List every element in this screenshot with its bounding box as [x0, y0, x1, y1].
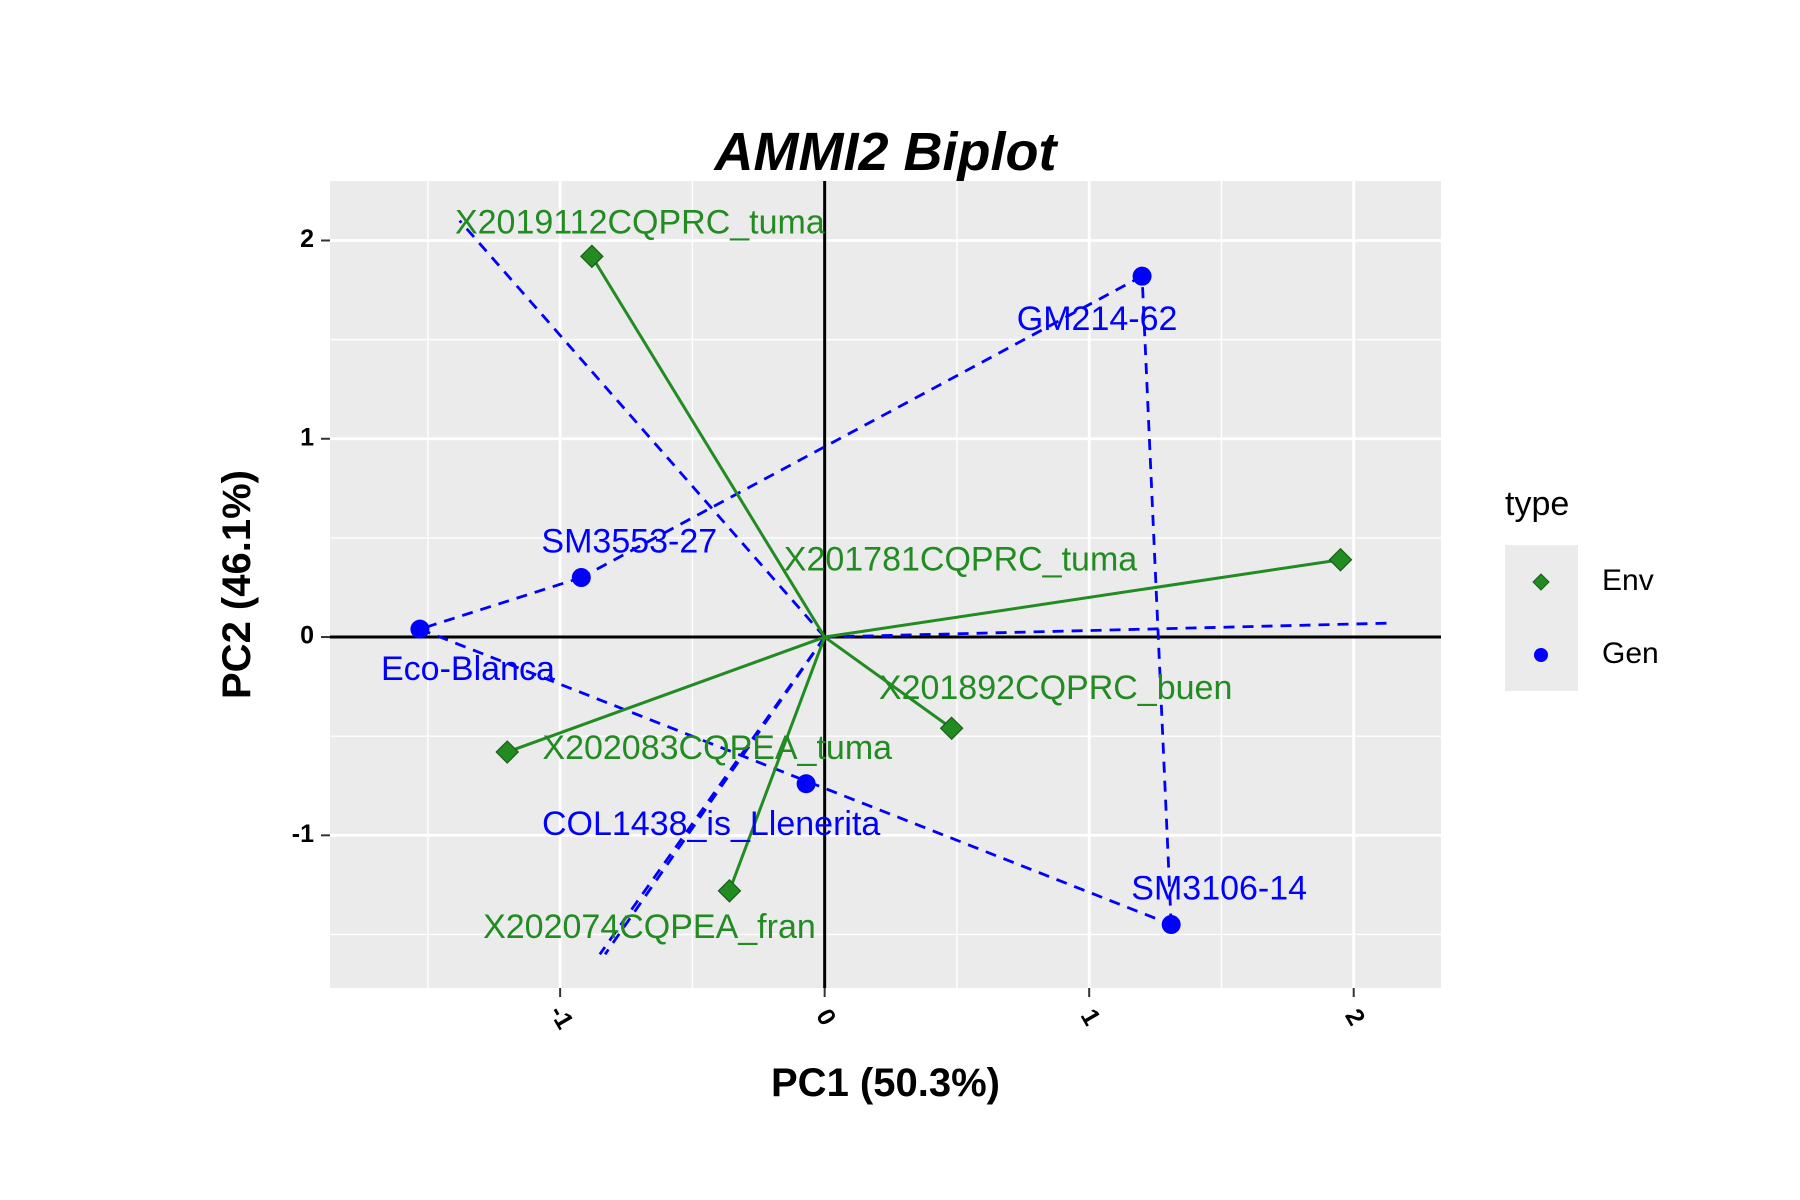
gen-point [1161, 915, 1181, 935]
reference-lines [330, 181, 1441, 988]
legend: type Env Gen [1505, 485, 1659, 691]
legend-items: Env Gen [1532, 564, 1659, 670]
points [410, 244, 1353, 935]
point-label: X201781CQPRC_tuma [784, 541, 1138, 579]
env-vector [506, 635, 826, 754]
point-label: X201892CQPRC_buen [879, 669, 1232, 707]
point-label: GM214-62 [1017, 300, 1178, 338]
gen-point [796, 774, 816, 794]
y-axis-ticks: -1 0 1 2 [292, 225, 330, 848]
env-point [717, 878, 742, 903]
point-label: X2019112CQPRC_tuma [455, 203, 825, 241]
sector-ray [458, 219, 826, 638]
x-axis-title: PC1 (50.3%) [771, 1061, 1000, 1105]
gen-point [410, 619, 430, 639]
x-tick-label: 0 [810, 1004, 841, 1030]
legend-key-background [1505, 545, 1578, 691]
polygon-lines [419, 274, 1173, 926]
point-label: SM3553-27 [541, 523, 717, 561]
point-label: X202074CQPEA_fran [483, 908, 816, 946]
x-tick-label: 2 [1339, 1004, 1370, 1030]
y-axis-title: PC2 (46.1%) [215, 470, 259, 699]
legend-label: Gen [1602, 637, 1659, 670]
env-point [495, 740, 520, 764]
y-tick-label: 2 [300, 225, 314, 253]
point-label: COL1438_is_Llenerita [542, 805, 880, 843]
y-tick-label: -1 [292, 820, 314, 848]
legend-gen-key [1534, 648, 1548, 662]
point-label: Eco-Blanca [381, 650, 555, 688]
chart-title: AMMI2 Biplot [713, 122, 1059, 182]
legend-label: Env [1602, 564, 1654, 597]
polygon-edge [419, 576, 582, 631]
legend-env-key [1532, 573, 1550, 591]
env-vector [824, 558, 1341, 639]
env-vector [728, 636, 827, 892]
y-tick-label: 0 [300, 622, 314, 650]
sector-rays [458, 219, 1389, 956]
x-tick-label: -1 [544, 1001, 579, 1034]
sector-ray [603, 636, 826, 956]
x-axis-ticks: -1 0 1 2 [544, 988, 1371, 1034]
plot-panel [330, 181, 1441, 988]
env-vector [590, 255, 826, 638]
polygon-edge [419, 627, 1172, 926]
point-label: SM3106-14 [1131, 870, 1307, 908]
env-vectors [506, 255, 1341, 892]
point-label: X202083CQPEA_tuma [542, 729, 892, 767]
env-point [580, 244, 604, 269]
env-point [939, 716, 964, 741]
env-vector [823, 635, 953, 730]
legend-title: type [1505, 485, 1569, 523]
minor-gridlines [330, 181, 1441, 988]
env-point [1328, 547, 1353, 572]
x-tick-label: 1 [1075, 1004, 1106, 1030]
y-tick-label: 1 [300, 423, 314, 451]
polygon-edge [1140, 276, 1173, 925]
gen-point [1132, 266, 1152, 286]
point-labels: X2019112CQPRC_tuma X201781CQPRC_tuma X2018… [381, 203, 1307, 945]
gen-point [571, 568, 591, 588]
